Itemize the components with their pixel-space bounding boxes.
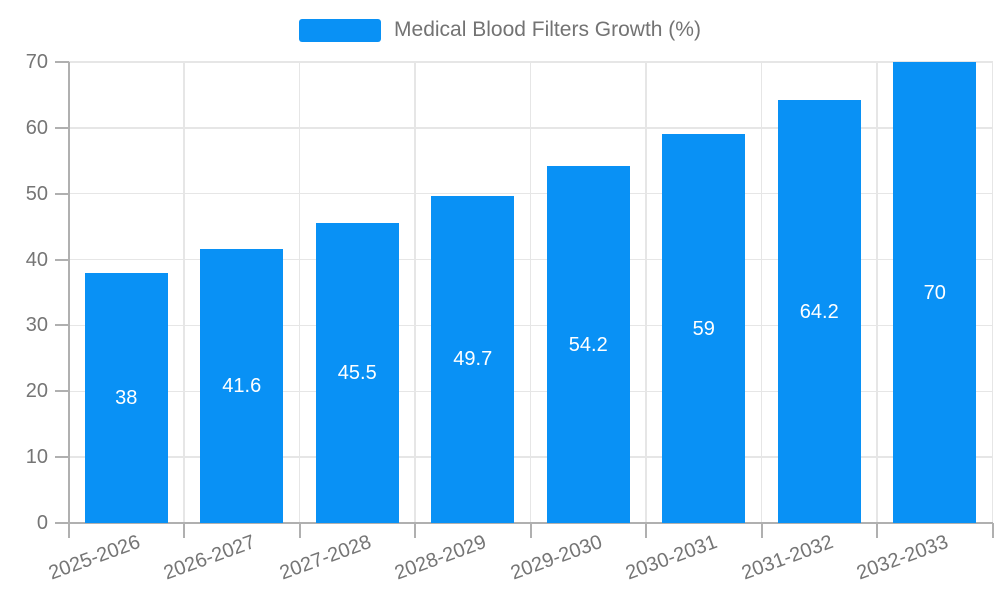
x-tick-label: 2029-2030 <box>507 531 605 585</box>
y-tick-label: 30 <box>25 314 48 337</box>
x-axis-tick <box>183 523 185 538</box>
x-axis-line <box>68 522 993 524</box>
y-tick-label: 10 <box>25 446 48 469</box>
y-axis-tick <box>54 192 69 195</box>
y-axis-tick <box>54 390 69 393</box>
x-gridline <box>991 62 994 523</box>
y-axis-tick <box>54 126 69 129</box>
x-axis-tick <box>298 523 301 538</box>
bar-value-label: 41.6 <box>222 375 262 398</box>
y-tick-label: 70 <box>25 51 48 73</box>
y-tick-label: 0 <box>36 512 48 534</box>
x-tick-label: 2031-2032 <box>738 531 836 585</box>
bar <box>315 223 399 523</box>
y-axis-tick <box>54 258 69 261</box>
x-axis-tick <box>414 523 416 538</box>
x-tick-label: 2026-2027 <box>160 531 259 585</box>
x-gridline <box>183 62 185 523</box>
y-axis-tick <box>54 522 69 524</box>
x-tick-label: 2028-2029 <box>391 531 490 585</box>
y-tick-label: 60 <box>25 116 48 139</box>
bar <box>893 62 977 523</box>
bar <box>84 272 168 523</box>
x-axis-tick <box>876 523 878 538</box>
x-gridline <box>529 62 532 523</box>
x-gridline <box>298 62 301 523</box>
bar-value-label: 70 <box>923 281 946 304</box>
x-axis-tick <box>645 523 647 538</box>
legend-swatch <box>299 18 382 42</box>
x-gridline <box>645 62 647 523</box>
bar <box>431 195 515 523</box>
y-axis-tick <box>54 324 69 327</box>
x-axis-tick <box>529 523 532 538</box>
x-axis-tick <box>760 523 763 538</box>
x-tick-label: 2025-2026 <box>45 531 143 585</box>
x-tick-label: 2030-2031 <box>622 531 721 585</box>
bar-value-label: 64.2 <box>799 300 839 323</box>
x-gridline <box>414 62 416 523</box>
x-tick-label: 2032-2033 <box>853 531 952 585</box>
bar-value-label: 59 <box>692 317 715 340</box>
x-gridline <box>760 62 763 523</box>
bar <box>546 166 630 523</box>
bar <box>200 249 284 523</box>
x-axis-tick <box>991 523 994 538</box>
y-axis-tick <box>54 61 69 63</box>
y-tick-label: 40 <box>25 248 48 271</box>
bar-value-label: 38 <box>115 386 138 409</box>
bar-value-label: 54.2 <box>568 333 608 356</box>
bar <box>777 100 861 523</box>
x-gridline <box>876 62 878 523</box>
y-tick-label: 50 <box>25 182 48 205</box>
y-tick-label: 20 <box>25 380 48 403</box>
y-axis-tick <box>54 456 69 459</box>
legend-item[interactable]: Medical Blood Filters Growth (%) <box>0 18 1000 42</box>
bar <box>662 134 746 523</box>
bar-value-label: 49.7 <box>453 348 493 371</box>
y-axis-line <box>67 62 70 538</box>
bar-value-label: 45.5 <box>337 362 377 385</box>
x-tick-label: 2027-2028 <box>276 531 374 585</box>
legend-label: Medical Blood Filters Growth (%) <box>394 18 701 41</box>
